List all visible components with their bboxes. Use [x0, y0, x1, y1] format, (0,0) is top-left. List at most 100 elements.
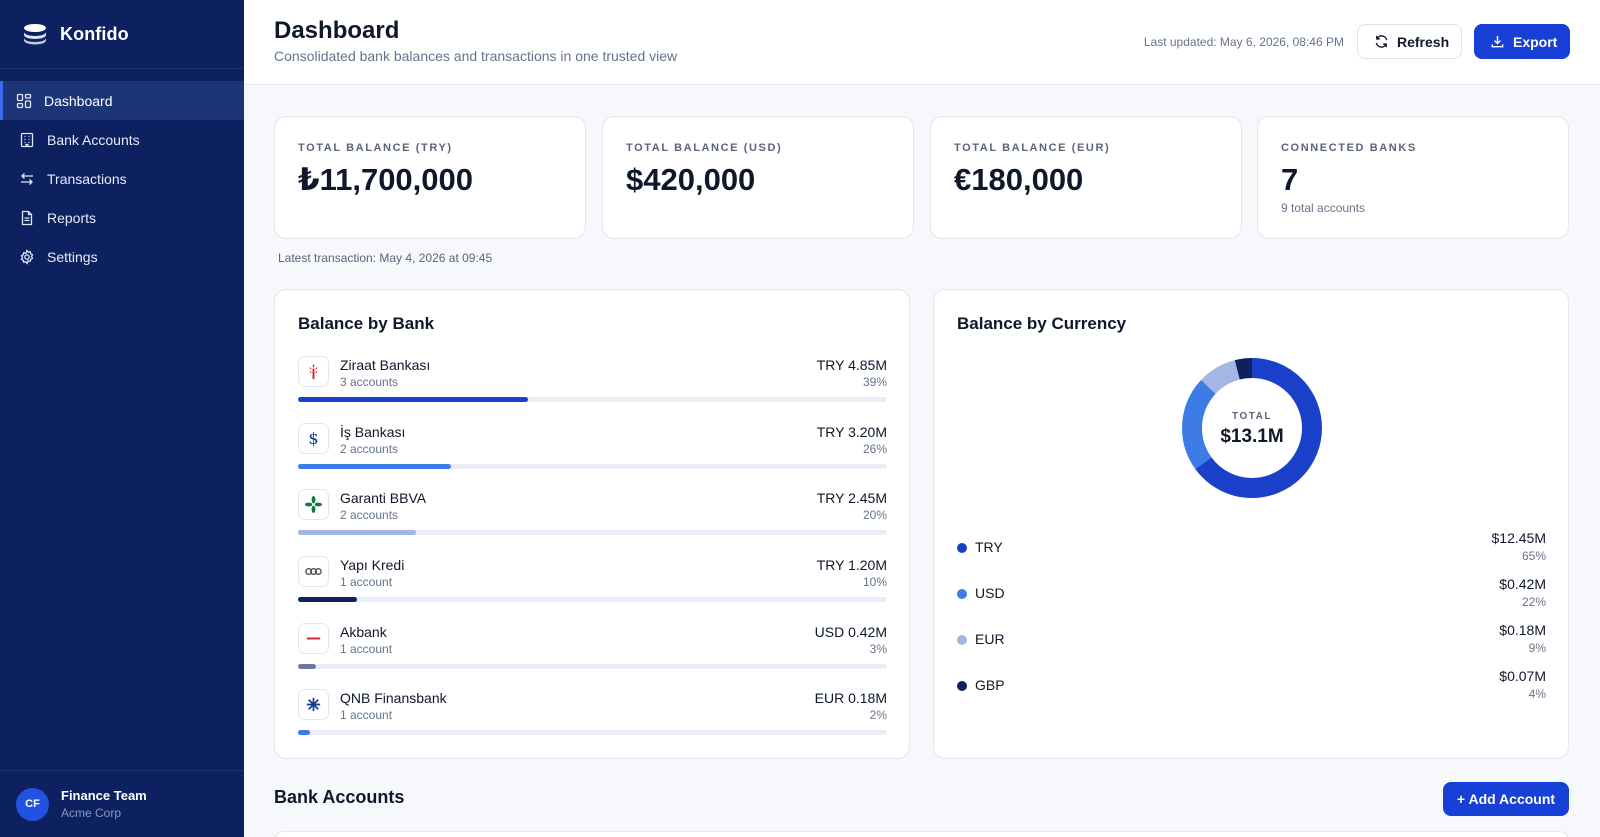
- currency-amount: $0.18M: [1499, 622, 1546, 638]
- stat-value: €180,000: [954, 162, 1084, 197]
- currency-code: TRY: [975, 539, 1003, 555]
- isbank-logo-icon: $: [298, 423, 329, 454]
- bank-percent: 20%: [862, 508, 887, 522]
- bank-name: Akbank: [340, 624, 387, 640]
- bank-progress-fill: [298, 530, 416, 535]
- bank-row-yapikredi[interactable]: Yapı Kredi 1 account TRY 1.20M 10%: [298, 556, 887, 616]
- stat-card-try: TOTAL BALANCE (TRY) ₺11,700,000: [274, 116, 586, 239]
- bank-progress-fill: [298, 730, 310, 735]
- bank-row-ziraat[interactable]: Ziraat Bankası 3 accounts TRY 4.85M 39%: [298, 356, 887, 416]
- bank-row-garanti[interactable]: Garanti BBVA 2 accounts TRY 2.45M 20%: [298, 489, 887, 549]
- bank-progress-fill: [298, 597, 357, 602]
- refresh-icon: [1375, 35, 1388, 48]
- bank-progress-fill: [298, 464, 452, 469]
- stack-logo-icon: [24, 24, 46, 45]
- currency-code: EUR: [975, 631, 1005, 647]
- stat-value: $420,000: [626, 162, 756, 197]
- user-org: Acme Corp: [61, 806, 122, 820]
- currency-donut-chart: [1182, 358, 1322, 498]
- brand[interactable]: Konfido: [0, 0, 244, 69]
- bank-progress-track: [298, 730, 887, 735]
- bank-percent: 10%: [862, 575, 887, 589]
- currency-amount: $0.07M: [1499, 668, 1546, 684]
- bank-progress-fill: [298, 397, 528, 402]
- sidebar-item-label: Settings: [47, 248, 98, 265]
- sidebar-item-transactions[interactable]: Transactions: [0, 159, 244, 198]
- refresh-button[interactable]: Refresh: [1357, 24, 1462, 59]
- bank-accounts-card: [274, 831, 1569, 837]
- sidebar-nav: Dashboard Bank Accounts Transactions Rep…: [0, 69, 244, 276]
- donut-total-label: TOTAL: [1232, 411, 1272, 422]
- stat-value: ₺11,700,000: [298, 162, 474, 197]
- currency-code: GBP: [975, 677, 1005, 693]
- page-header: Dashboard Consolidated bank balances and…: [244, 0, 1600, 85]
- bank-progress-track: [298, 464, 887, 469]
- stat-label: CONNECTED BANKS: [1281, 142, 1417, 154]
- stat-label: TOTAL BALANCE (EUR): [954, 142, 1111, 154]
- add-account-button[interactable]: + Add Account: [1443, 782, 1569, 816]
- bank-row-qnb[interactable]: QNB Finansbank 1 account EUR 0.18M 2%: [298, 689, 887, 749]
- currency-row-eur: EUR $0.18M 9%: [957, 622, 1546, 658]
- bank-progress-track: [298, 664, 887, 669]
- sidebar-item-settings[interactable]: Settings: [0, 237, 244, 276]
- user-profile[interactable]: CF Finance Team Acme Corp: [0, 770, 244, 837]
- bank-name: Garanti BBVA: [340, 490, 427, 506]
- sidebar-item-dashboard[interactable]: Dashboard: [0, 81, 244, 120]
- currency-amount: $12.45M: [1491, 530, 1546, 546]
- sidebar-item-reports[interactable]: Reports: [0, 198, 244, 237]
- donut-slice-gbp: [1182, 358, 1322, 498]
- legend-dot: [957, 635, 967, 645]
- bank-progress-track: [298, 530, 887, 535]
- bank-icon: [19, 132, 35, 148]
- bank-name: Ziraat Bankası: [340, 357, 431, 373]
- bank-row-isbank[interactable]: $ İş Bankası 2 accounts TRY 3.20M 26%: [298, 423, 887, 483]
- balance-by-bank-panel: Balance by Bank Ziraat Bankası 3 account…: [274, 289, 910, 759]
- legend-dot: [957, 543, 967, 553]
- export-button[interactable]: Export: [1474, 24, 1570, 59]
- stat-card-banks: CONNECTED BANKS 7 9 total accounts: [1257, 116, 1569, 239]
- bank-progress-track: [298, 397, 887, 402]
- donut-total-value: $13.1M: [1220, 426, 1284, 447]
- avatar: CF: [16, 787, 49, 821]
- last-updated-text: Last updated: May 6, 2026, 08:46 PM: [1143, 35, 1344, 49]
- donut-slice-usd: [1182, 358, 1322, 498]
- page-title: Dashboard: [274, 17, 400, 44]
- bank-row-akbank[interactable]: Akbank 1 account USD 0.42M 3%: [298, 623, 887, 683]
- brand-name: Konfido: [60, 23, 129, 44]
- akbank-logo-icon: [298, 623, 329, 654]
- refresh-label: Refresh: [1397, 33, 1450, 50]
- bank-name: Yapı Kredi: [340, 557, 405, 573]
- bank-percent: 39%: [862, 375, 887, 389]
- currency-percent: 9%: [1528, 641, 1546, 655]
- gear-icon: [19, 248, 35, 265]
- bank-accounts-count: 1 account: [340, 575, 393, 589]
- currency-percent: 4%: [1528, 687, 1546, 701]
- bank-amount: USD 0.42M: [814, 624, 887, 640]
- download-icon: [1491, 35, 1504, 48]
- sidebar-item-bank-accounts[interactable]: Bank Accounts: [0, 120, 244, 159]
- grid-icon: [16, 93, 32, 109]
- stat-sub: 9 total accounts: [1281, 201, 1366, 215]
- bank-percent: 3%: [869, 642, 887, 656]
- bank-amount: TRY 3.20M: [816, 424, 887, 440]
- legend-dot: [957, 681, 967, 691]
- bank-amount: TRY 2.45M: [816, 490, 887, 506]
- panel-title: Balance by Bank: [298, 314, 435, 333]
- document-icon: [19, 210, 35, 226]
- latest-transaction-text: Latest transaction: May 4, 2026 at 09:45: [278, 251, 493, 265]
- garanti-logo-icon: [298, 489, 329, 520]
- panel-title: Balance by Currency: [957, 314, 1127, 333]
- bank-amount: TRY 4.85M: [816, 357, 887, 373]
- bank-accounts-count: 2 accounts: [340, 442, 399, 456]
- transfer-icon: [19, 171, 35, 187]
- yapikredi-logo-icon: [298, 556, 329, 587]
- stat-card-eur: TOTAL BALANCE (EUR) €180,000: [930, 116, 1242, 239]
- svg-text:$: $: [308, 429, 318, 448]
- qnb-logo-icon: [298, 689, 329, 720]
- bank-amount: EUR 0.18M: [814, 690, 887, 706]
- bank-percent: 2%: [869, 708, 887, 722]
- currency-row-gbp: GBP $0.07M 4%: [957, 668, 1546, 704]
- bank-percent: 26%: [862, 442, 887, 456]
- currency-row-try: TRY $12.45M 65%: [957, 530, 1546, 566]
- export-label: Export: [1513, 33, 1558, 50]
